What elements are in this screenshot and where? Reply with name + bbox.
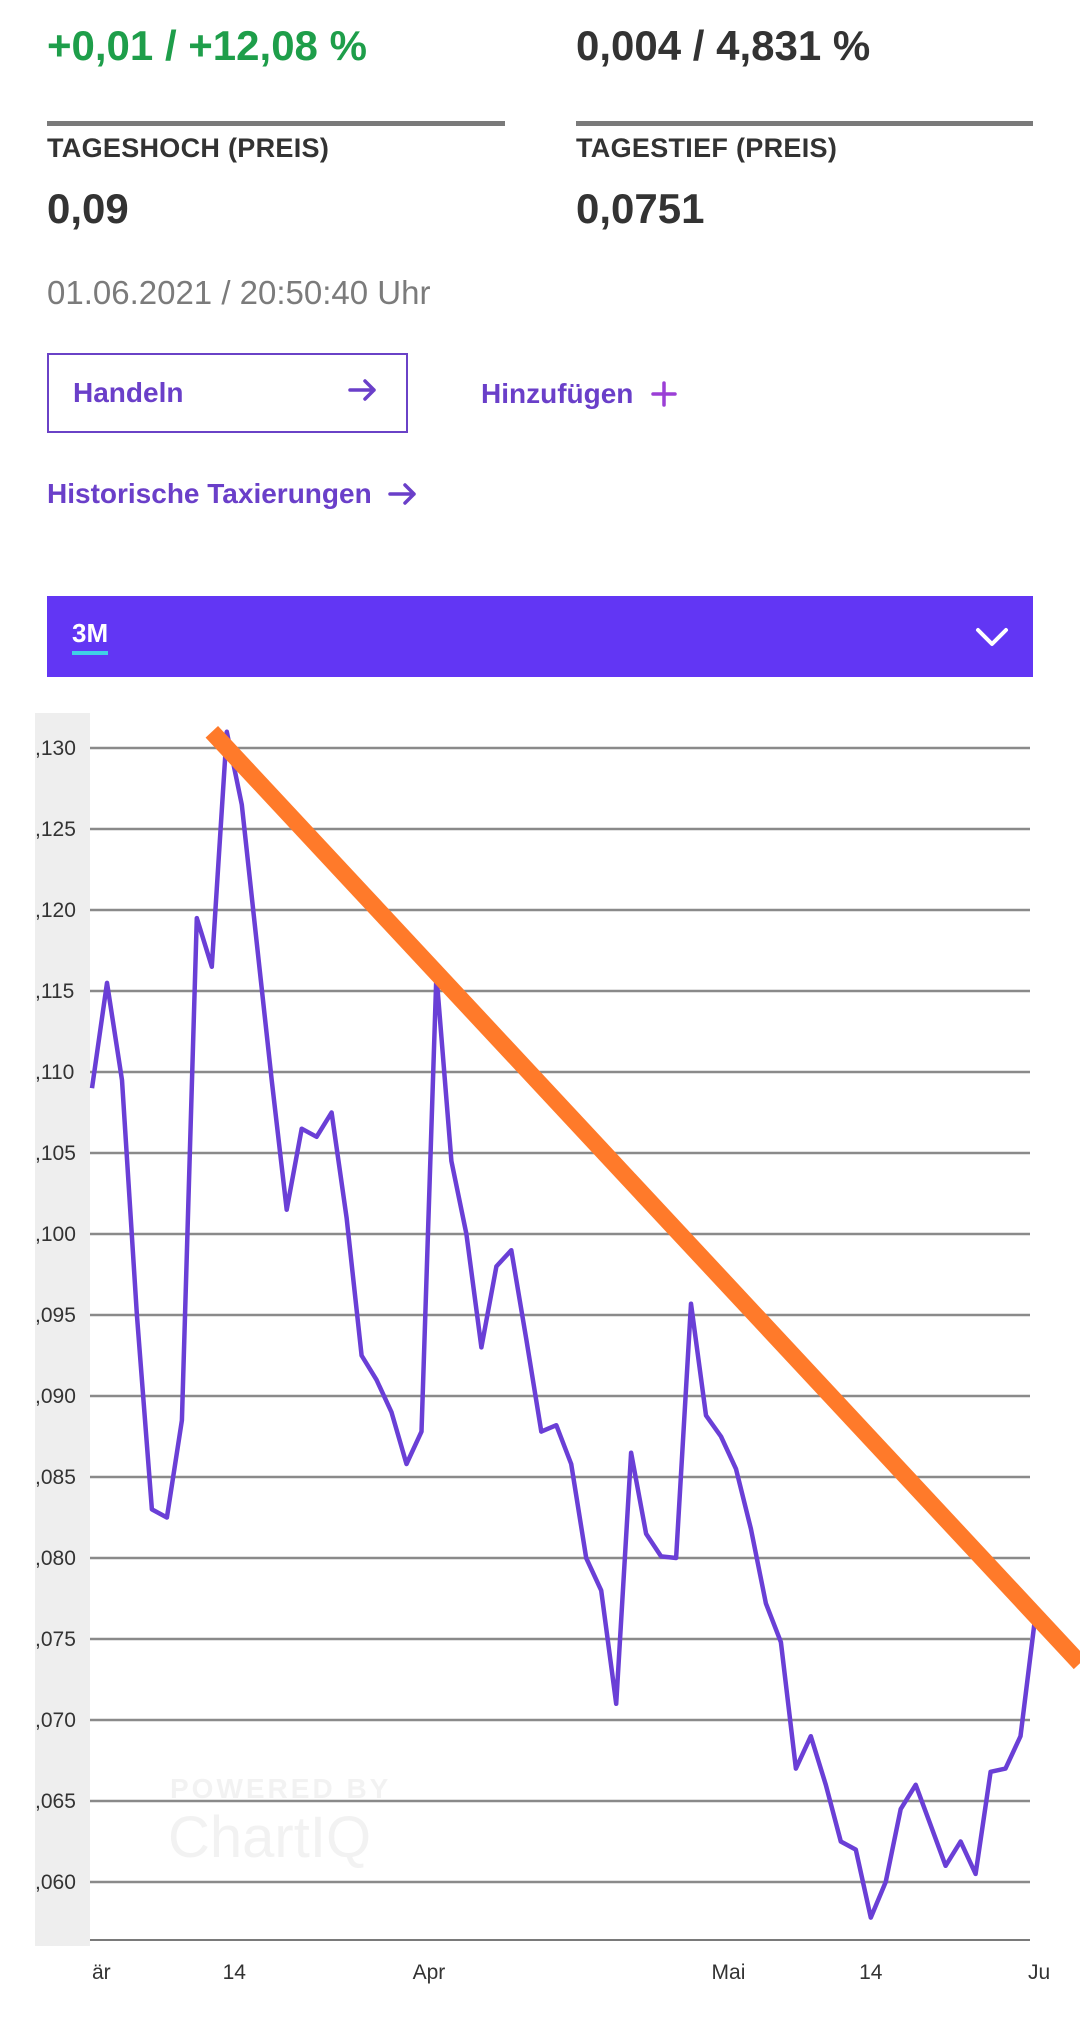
watermark-line1: POWERED BY [170, 1773, 391, 1804]
y-tick-label: ,065 [35, 1790, 76, 1813]
divider [47, 121, 505, 126]
change-value: +0,01 / +12,08 % [47, 22, 367, 69]
y-tick-label: ,110 [35, 1061, 74, 1084]
day-high-value: 0,09 [47, 185, 129, 232]
quote-timestamp: 01.06.2021 / 20:50:40 Uhr [47, 274, 431, 311]
chevron-down-icon[interactable] [975, 626, 1009, 648]
x-tick-label: Apr [413, 1961, 446, 1984]
x-tick-label: 14 [223, 1961, 247, 1984]
x-tick-label: är [92, 1961, 111, 1984]
volume-value: 0,004 / 4,831 % [576, 22, 871, 69]
y-tick-label: ,060 [35, 1871, 76, 1894]
y-tick-label: ,075 [35, 1628, 76, 1651]
y-tick-label: ,095 [35, 1304, 76, 1327]
y-tick-label: ,130 [35, 737, 76, 760]
day-low-value: 0,0751 [576, 185, 705, 232]
x-tick-label: Mai [712, 1961, 746, 1984]
y-tick-label: ,090 [35, 1385, 76, 1408]
divider [576, 121, 1033, 126]
y-tick-label: ,115 [35, 980, 74, 1003]
trade-button-label: Handeln [73, 377, 184, 408]
watermark-line2: ChartIQ [168, 1805, 371, 1870]
plus-icon [651, 381, 678, 407]
arrow-right-icon [348, 377, 378, 409]
y-axis-panel [35, 713, 90, 1946]
y-tick-label: ,070 [35, 1709, 76, 1732]
y-tick-label: ,120 [35, 899, 76, 922]
day-high-label: TAGESHOCH (PREIS) [47, 133, 330, 163]
trendline-annotation [205, 726, 1080, 1670]
price-chart[interactable]: ,130 ,125 ,120 ,115 ,110 ,105 ,100 ,095 ,090 ,085… [0, 706, 1080, 2040]
grid [90, 746, 1030, 1884]
historic-quotes-link[interactable]: Historische Taxierungen [47, 478, 418, 510]
range-selector[interactable]: 3M [47, 596, 1033, 677]
historic-label: Historische Taxierungen [47, 478, 372, 509]
x-axis: är 14 Apr Mai 14 Ju [92, 1961, 1050, 1984]
y-axis: ,130 ,125 ,120 ,115 ,110 ,105 ,100 ,095 ,090 ,085… [35, 737, 76, 1894]
add-to-watchlist-link[interactable]: Hinzufügen [481, 378, 678, 410]
day-low-label: TAGESTIEF (PREIS) [576, 133, 838, 163]
add-label: Hinzufügen [481, 378, 634, 409]
price-series-line [89, 729, 1038, 1920]
y-tick-label: ,085 [35, 1466, 76, 1489]
x-tick-label: 14 [859, 1961, 883, 1984]
range-selected-label[interactable]: 3M [72, 618, 109, 655]
chart-watermark: POWERED BY ChartIQ [168, 1773, 391, 1870]
trade-button[interactable]: Handeln [47, 353, 408, 433]
y-tick-label: ,105 [35, 1142, 76, 1165]
x-tick-label: Ju [1028, 1961, 1050, 1984]
y-tick-label: ,080 [35, 1547, 76, 1570]
y-tick-label: ,125 [35, 818, 76, 841]
arrow-right-icon [387, 482, 418, 506]
y-tick-label: ,100 [35, 1223, 76, 1246]
